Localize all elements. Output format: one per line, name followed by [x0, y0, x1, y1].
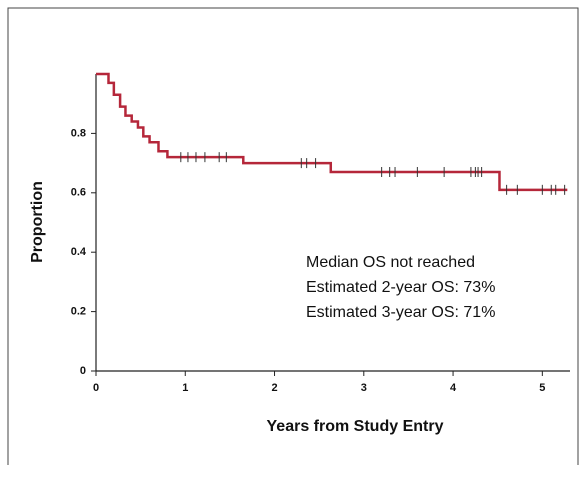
x-tick-label: 3: [361, 382, 367, 394]
x-tick-label: 0: [93, 382, 99, 394]
survival-curve: [96, 72, 568, 192]
frame: [7, 7, 579, 465]
y-axis-title: Proportion: [29, 181, 46, 263]
annotation: Estimated 2-year OS: 73%: [306, 279, 495, 296]
y-tick-label: 0: [80, 365, 86, 377]
annotation: Estimated 3-year OS: 71%: [306, 304, 495, 321]
x-tick-label: 5: [539, 382, 545, 394]
x-axis-title: Years from Study Entry: [267, 418, 444, 435]
y-tick-label: 0.2: [71, 306, 86, 318]
x-tick-label: 1: [182, 382, 188, 394]
annotation: Median OS not reached: [306, 254, 475, 271]
x-tick-label: 4: [450, 382, 457, 394]
y-tick-label: 0.4: [71, 246, 87, 258]
y-tick-label: 0.6: [71, 187, 86, 199]
x-tick-label: 2: [271, 382, 277, 394]
y-tick-label: 0.8: [71, 127, 86, 139]
